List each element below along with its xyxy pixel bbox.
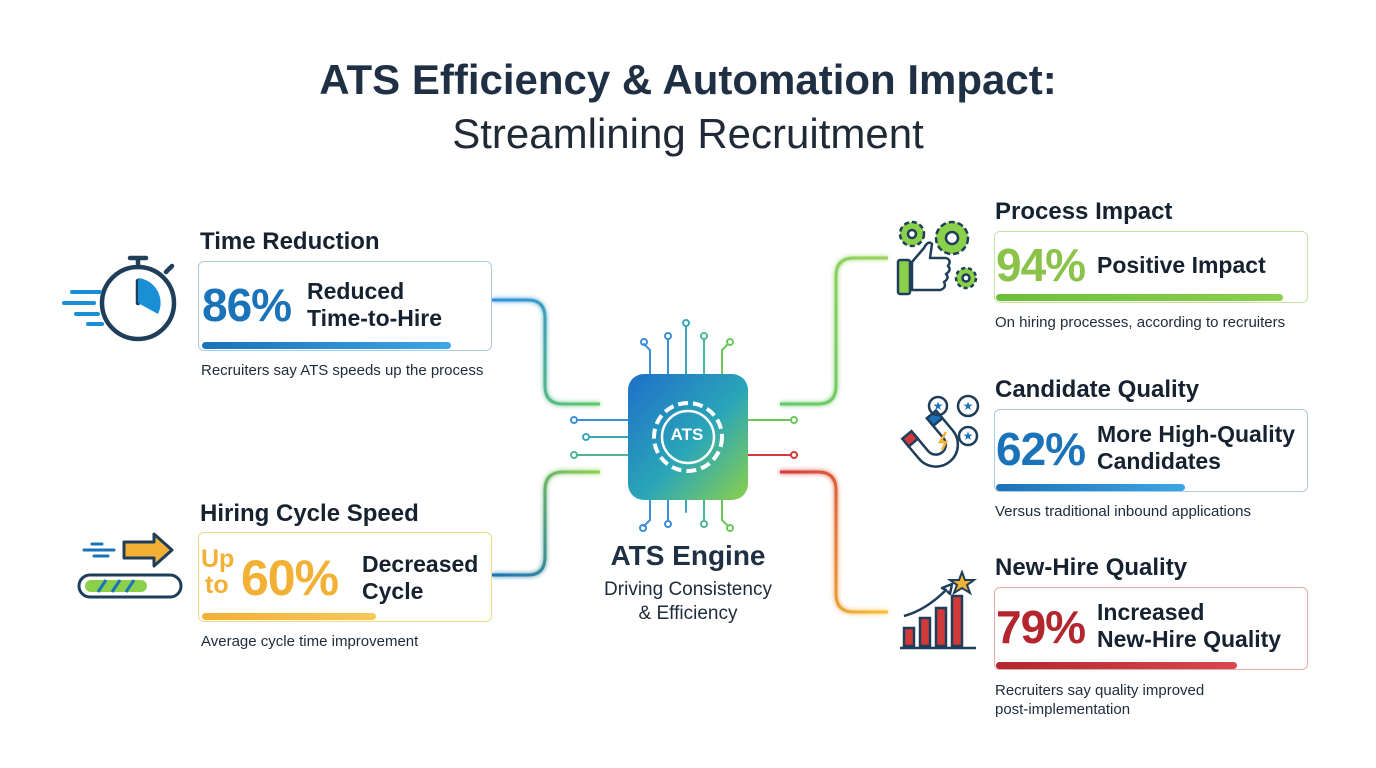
hiring-cycle-note: Average cycle time improvement <box>201 633 419 650</box>
time-reduction-label-line1: Reduced <box>307 278 405 304</box>
speed-arrow-progress-icon <box>77 532 183 599</box>
new-hire-quality-label-line2: New-Hire Quality <box>1097 626 1282 652</box>
new-hire-quality-label-line1: Increased <box>1097 599 1205 625</box>
connector-process-impact <box>780 256 888 406</box>
candidate-quality-progress-bar <box>996 484 1185 491</box>
time-reduction-heading: Time Reduction <box>200 228 380 255</box>
new-hire-quality-note: Recruiters say quality improved post-imp… <box>995 681 1204 719</box>
gear-chip-icon <box>652 401 724 473</box>
process-impact-percent: 94% <box>996 239 1086 291</box>
hiring-cycle-label: Decreased Cycle <box>362 551 478 605</box>
engine-chip <box>628 374 748 500</box>
hiring-cycle-label-line2: Cycle <box>362 578 424 604</box>
engine-chip-label: ATS <box>670 425 704 444</box>
circuit-traces <box>570 319 798 532</box>
page-subtitle: Streamlining Recruitment <box>452 110 924 157</box>
engine-subtitle-line2: & Efficiency <box>638 603 738 624</box>
svg-text:★: ★ <box>933 399 944 413</box>
time-reduction-progress-bar <box>202 342 451 349</box>
gears-thumbs-up-icon <box>896 220 978 296</box>
process-impact-label: Positive Impact <box>1097 252 1266 278</box>
svg-text:★: ★ <box>963 399 974 413</box>
time-reduction-percent: 86% <box>202 279 292 331</box>
candidate-quality-label-line2: Candidates <box>1097 448 1221 474</box>
growth-chart-star-icon <box>900 570 978 650</box>
candidate-quality-heading: Candidate Quality <box>995 376 1200 403</box>
new-hire-quality-card <box>994 587 1308 670</box>
candidate-quality-label-line1: More High-Quality <box>1097 421 1296 447</box>
candidate-quality-label: More High-Quality Candidates <box>1097 421 1295 475</box>
hiring-cycle-card <box>198 532 492 622</box>
page-title: ATS Efficiency & Automation Impact: <box>319 56 1057 103</box>
time-reduction-label-line2: Time-to-Hire <box>307 305 443 331</box>
hiring-cycle-progress-bar <box>202 613 376 620</box>
svg-text:★: ★ <box>963 429 974 443</box>
engine-subtitle-line1: Driving Consistency <box>604 579 772 600</box>
new-hire-quality-heading: New-Hire Quality <box>995 554 1188 581</box>
candidate-quality-card <box>994 409 1308 492</box>
process-impact-heading: Process Impact <box>995 198 1173 225</box>
engine-subtitle: Driving Consistency & Efficiency <box>568 578 808 626</box>
new-hire-quality-note-line2: post-implementation <box>995 701 1131 718</box>
stopwatch-icon <box>62 255 177 342</box>
candidate-quality-percent: 62% <box>996 423 1086 475</box>
time-reduction-card <box>198 261 492 351</box>
hiring-cycle-prefix-line1: Up <box>201 545 235 573</box>
new-hire-quality-note-line1: Recruiters say quality improved <box>995 682 1205 699</box>
magnet-stars-icon: ★ ★ ★ <box>900 394 980 468</box>
process-impact-note: On hiring processes, according to recrui… <box>995 314 1286 331</box>
time-reduction-label: Reduced Time-to-Hire <box>307 278 442 332</box>
new-hire-quality-percent: 79% <box>996 601 1086 653</box>
new-hire-quality-label: Increased New-Hire Quality <box>1097 599 1281 653</box>
candidate-quality-note: Versus traditional inbound applications <box>995 503 1252 520</box>
hiring-cycle-prefix: Up to <box>201 546 234 598</box>
hiring-cycle-prefix-line2: to <box>205 571 229 599</box>
process-impact-progress-bar <box>996 294 1283 301</box>
hiring-cycle-heading: Hiring Cycle Speed <box>200 500 419 527</box>
hiring-cycle-percent: 60% <box>241 550 339 606</box>
connector-time-reduction <box>492 298 600 406</box>
engine-title: ATS Engine <box>610 540 766 571</box>
new-hire-quality-progress-bar <box>996 662 1237 669</box>
connector-hiring-cycle <box>492 470 600 577</box>
process-impact-card <box>994 231 1308 303</box>
hiring-cycle-label-line1: Decreased <box>362 551 479 577</box>
connector-new-hire-quality <box>780 470 888 614</box>
time-reduction-note: Recruiters say ATS speeds up the process <box>201 362 484 379</box>
